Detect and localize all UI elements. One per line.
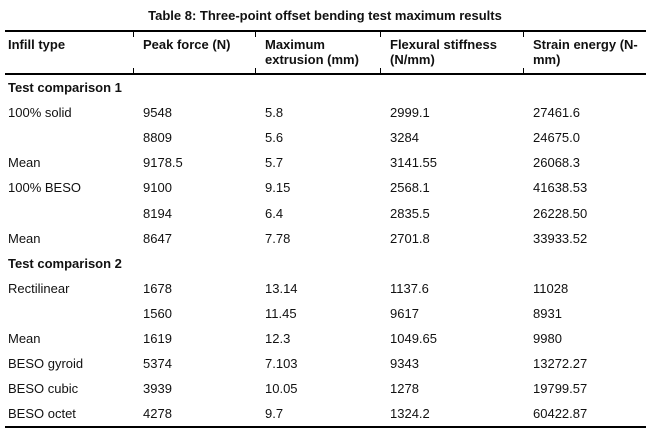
table-row: BESO cubic 3939 10.05 1278 19799.57: [5, 376, 646, 401]
cell-flexural-stiffness: 9617: [390, 305, 419, 321]
column-divider-tick: [132, 68, 134, 73]
cell-strain-energy: 26068.3: [533, 155, 580, 171]
table-row: 100% BESO 9100 9.15 2568.1 41638.53: [5, 175, 646, 200]
table-row: 8194 6.4 2835.5 26228.50: [5, 200, 646, 225]
cell-flexural-stiffness: 9343: [390, 356, 419, 372]
table-caption: Table 8: Three-point offset bending test…: [148, 8, 502, 23]
cell-peak-force: 5374: [143, 356, 172, 372]
cell-flexural-stiffness: 2568.1: [390, 180, 430, 196]
cell-maximum-extrusion: 7.103: [265, 356, 298, 372]
column-header-infill-type: Infill type: [8, 37, 66, 52]
cell-maximum-extrusion: 12.3: [265, 330, 291, 346]
cell-strain-energy: 13272.27: [533, 356, 588, 372]
cell-flexural-stiffness: 1278: [390, 381, 419, 397]
cell-flexural-stiffness: 2701.8: [390, 230, 430, 246]
cell-peak-force: 1619: [143, 330, 172, 346]
table-row: Mean 1619 12.3 1049.65 9980: [5, 326, 646, 351]
cell-infill-type: 100% BESO: [8, 180, 81, 196]
cell-peak-force: 8194: [143, 205, 172, 221]
cell-strain-energy: 27461.6: [533, 105, 580, 121]
cell-strain-energy: 41638.53: [533, 180, 588, 196]
column-header-peak-force: Peak force (N): [143, 37, 231, 52]
cell-maximum-extrusion: 5.8: [265, 105, 284, 121]
column-divider-tick: [254, 68, 256, 73]
table-row: 100% solid 9548 5.8 2999.1 27461.6: [5, 100, 646, 125]
column-divider-tick: [522, 68, 524, 73]
table-row: 8809 5.6 3284 24675.0: [5, 125, 646, 150]
cell-maximum-extrusion: 13.14: [265, 280, 298, 296]
column-header-flexural-stiffness: Flexural stiffness (N/mm): [390, 37, 497, 67]
section-header-label: Test comparison 2: [8, 255, 122, 271]
cell-infill-type: BESO octet: [8, 406, 76, 422]
section-header-label: Test comparison 1: [8, 80, 122, 96]
cell-peak-force: 1560: [143, 305, 172, 321]
cell-infill-type: Rectilinear: [8, 280, 70, 296]
column-divider-tick: [379, 68, 381, 73]
cell-peak-force: 4278: [143, 406, 172, 422]
column-divider-tick: [254, 32, 256, 37]
cell-maximum-extrusion: 10.05: [265, 381, 298, 397]
cell-peak-force: 9548: [143, 105, 172, 121]
cell-maximum-extrusion: 9.15: [265, 180, 291, 196]
table-row: BESO octet 4278 9.7 1324.2 60422.87: [5, 401, 646, 426]
cell-peak-force: 3939: [143, 381, 172, 397]
cell-strain-energy: 9980: [533, 330, 562, 346]
cell-peak-force: 8809: [143, 130, 172, 146]
cell-maximum-extrusion: 9.7: [265, 406, 284, 422]
cell-maximum-extrusion: 5.7: [265, 155, 284, 171]
table-row: Rectilinear 1678 13.14 1137.6 11028: [5, 276, 646, 301]
table-row: Mean 9178.5 5.7 3141.55 26068.3: [5, 150, 646, 175]
cell-strain-energy: 19799.57: [533, 381, 588, 397]
cell-infill-type: Mean: [8, 230, 41, 246]
cell-flexural-stiffness: 3141.55: [390, 155, 437, 171]
column-header-strain-energy: Strain energy (N-mm): [533, 37, 638, 67]
cell-infill-type: Mean: [8, 155, 41, 171]
cell-strain-energy: 11028: [533, 280, 569, 296]
cell-strain-energy: 60422.87: [533, 406, 588, 422]
cell-flexural-stiffness: 1049.65: [390, 330, 437, 346]
cell-strain-energy: 8931: [533, 305, 562, 321]
section-header-row: Test comparison 2: [5, 251, 646, 276]
table-header-row: Infill type Peak force (N) Maximum extru…: [5, 32, 646, 75]
cell-strain-energy: 26228.50: [533, 205, 588, 221]
table-row: BESO gyroid 5374 7.103 9343 13272.27: [5, 351, 646, 376]
cell-maximum-extrusion: 5.6: [265, 130, 284, 146]
section-header-row: Test comparison 1: [5, 75, 646, 100]
column-divider-tick: [522, 32, 524, 37]
cell-infill-type: BESO cubic: [8, 381, 79, 397]
cell-strain-energy: 33933.52: [533, 230, 588, 246]
cell-maximum-extrusion: 7.78: [265, 230, 291, 246]
cell-infill-type: 100% solid: [8, 105, 72, 121]
cell-flexural-stiffness: 3284: [390, 130, 419, 146]
cell-maximum-extrusion: 11.45: [265, 305, 297, 321]
cell-flexural-stiffness: 1137.6: [390, 280, 429, 296]
column-divider-tick: [132, 32, 134, 37]
cell-maximum-extrusion: 6.4: [265, 205, 284, 221]
column-divider-tick: [379, 32, 381, 37]
table-row: 1560 11.45 9617 8931: [5, 301, 646, 326]
cell-peak-force: 1678: [143, 280, 172, 296]
cell-peak-force: 8647: [143, 230, 172, 246]
cell-flexural-stiffness: 1324.2: [390, 406, 430, 422]
cell-flexural-stiffness: 2999.1: [390, 105, 430, 121]
results-table: Infill type Peak force (N) Maximum extru…: [5, 30, 646, 429]
cell-infill-type: Mean: [8, 330, 41, 346]
table-row: Mean 8647 7.78 2701.8 33933.52: [5, 226, 646, 251]
cell-strain-energy: 24675.0: [533, 130, 580, 146]
cell-peak-force: 9178.5: [143, 155, 183, 171]
column-header-maximum-extrusion: Maximum extrusion (mm): [265, 37, 359, 67]
cell-infill-type: BESO gyroid: [8, 356, 84, 372]
cell-flexural-stiffness: 2835.5: [390, 205, 430, 221]
cell-peak-force: 9100: [143, 180, 172, 196]
